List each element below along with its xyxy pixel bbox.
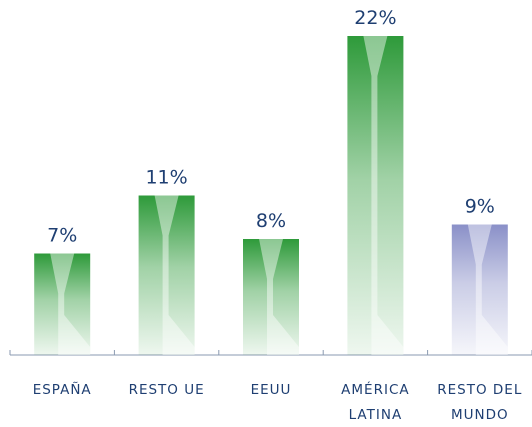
bar	[34, 253, 91, 355]
x-tick-label: ESPAÑA	[32, 382, 92, 398]
bar	[451, 224, 508, 355]
x-tick-label: RESTO UE	[128, 382, 205, 398]
x-tick-label: EEUU	[250, 382, 292, 398]
bar-highlight	[50, 253, 91, 355]
x-tick-label: AMÉRICA LATINA	[341, 382, 410, 423]
bar-highlight	[467, 224, 508, 355]
x-tick-label: RESTO DEL MUNDO	[437, 382, 523, 423]
bar	[347, 36, 404, 355]
value-label: 8%	[256, 210, 286, 232]
bar-highlight	[154, 195, 195, 355]
bar-highlight	[259, 239, 299, 355]
value-label: 7%	[47, 225, 77, 247]
bar-highlight	[363, 36, 404, 355]
bar	[138, 195, 195, 355]
value-label: 22%	[354, 7, 396, 29]
bar	[243, 239, 299, 355]
value-label: 9%	[465, 196, 495, 218]
value-label: 11%	[145, 167, 187, 189]
